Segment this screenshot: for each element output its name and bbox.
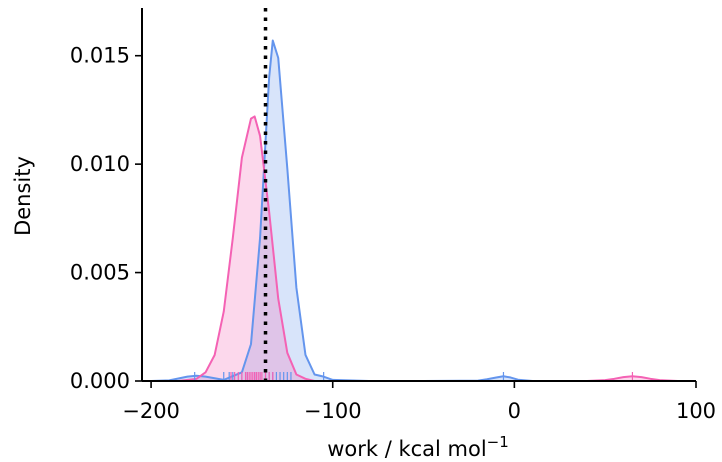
x-tick-label: 0 (508, 399, 521, 423)
x-tick-label: 100 (676, 399, 716, 423)
density-line-2 (151, 115, 696, 382)
x-tick-label: −100 (304, 399, 362, 423)
x-axis-label: work / kcal mol−1 (327, 433, 509, 461)
y-axis-label: Density (11, 156, 35, 236)
rug-marks (194, 372, 634, 381)
x-axis-label-superscript: −1 (487, 433, 509, 451)
density-fill-1 (151, 40, 696, 381)
density-fill-2 (151, 116, 696, 382)
y-ticks: 0.000 0.005 0.010 0.015 (70, 44, 142, 393)
density-fills (151, 40, 696, 382)
x-ticks: −200 −100 0 100 (122, 381, 716, 423)
x-axis-label-text: work / kcal mol (327, 437, 486, 461)
y-tick-label: 0.005 (70, 261, 130, 285)
y-tick-label: 0.010 (70, 152, 130, 176)
y-tick-label: 0.015 (70, 44, 130, 68)
y-tick-label: 0.000 (70, 369, 130, 393)
axes (141, 8, 696, 382)
x-tick-label: −200 (122, 399, 180, 423)
